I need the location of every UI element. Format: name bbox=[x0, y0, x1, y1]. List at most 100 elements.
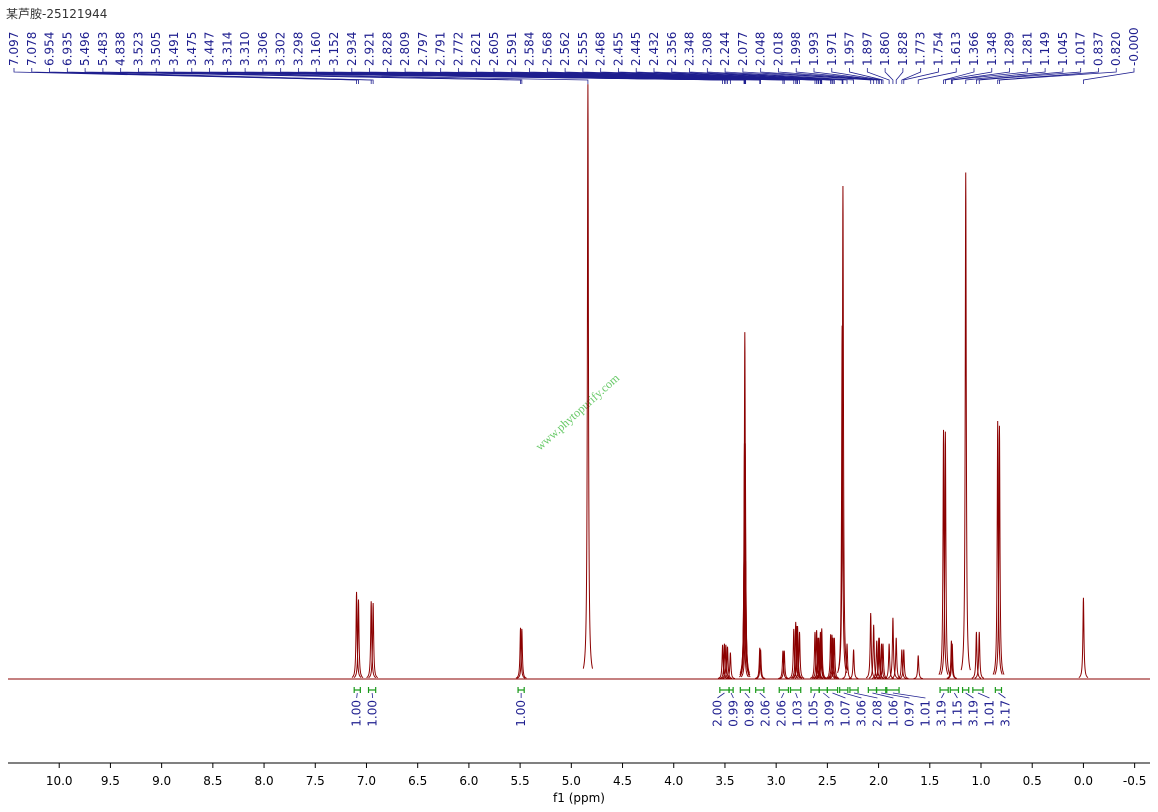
shift-label: 3.475 bbox=[185, 32, 199, 66]
shift-label: 5.496 bbox=[78, 32, 92, 66]
shift-label: 0.837 bbox=[1091, 32, 1105, 66]
integral-leader bbox=[872, 692, 894, 699]
x-tick-label: 7.5 bbox=[306, 774, 325, 788]
x-tick-label: 1.5 bbox=[920, 774, 939, 788]
integral-label: 1.00 bbox=[350, 700, 364, 727]
x-tick-label: 0.0 bbox=[1074, 774, 1093, 788]
integral-leader bbox=[998, 692, 1006, 699]
shift-leader bbox=[951, 68, 1028, 84]
shift-leader bbox=[975, 68, 1064, 84]
peak bbox=[874, 637, 885, 679]
shift-label: 3.523 bbox=[131, 32, 145, 66]
shift-label: 2.772 bbox=[451, 32, 465, 66]
shift-leader bbox=[813, 68, 880, 84]
shift-label: 2.828 bbox=[380, 32, 394, 66]
integral-range bbox=[867, 687, 878, 693]
shift-leader bbox=[689, 68, 844, 84]
shift-label: 1.613 bbox=[949, 32, 963, 66]
integral-leader bbox=[832, 692, 846, 699]
shift-label: 1.348 bbox=[985, 32, 999, 66]
shift-label: 6.935 bbox=[60, 32, 74, 66]
integral-leader bbox=[977, 692, 990, 699]
shift-leader bbox=[903, 68, 939, 84]
integral-label: 1.00 bbox=[366, 700, 380, 727]
integral-label: 3.09 bbox=[822, 700, 836, 727]
peak bbox=[971, 631, 982, 679]
peak bbox=[717, 644, 728, 679]
shift-leader bbox=[951, 68, 1010, 84]
integral-label: 1.03 bbox=[790, 700, 804, 727]
shift-label: 2.934 bbox=[345, 32, 359, 66]
integral-label: 2.06 bbox=[758, 700, 772, 727]
integral-leader bbox=[759, 692, 766, 699]
peak bbox=[994, 425, 1005, 675]
shift-label: 3.306 bbox=[256, 32, 270, 66]
integral-label: 1.00 bbox=[514, 700, 528, 727]
shift-label: 7.078 bbox=[25, 32, 39, 66]
integral-range bbox=[839, 687, 849, 693]
shift-leader bbox=[653, 68, 835, 84]
x-tick-label: 2.0 bbox=[869, 774, 888, 788]
shift-label: 1.281 bbox=[1020, 32, 1034, 66]
integral-label: 1.15 bbox=[950, 700, 964, 727]
integral-leader bbox=[813, 692, 816, 699]
shift-label: 2.621 bbox=[469, 32, 483, 66]
shift-leader bbox=[760, 68, 875, 84]
peak bbox=[721, 644, 731, 679]
x-tick-label: 10.0 bbox=[46, 774, 73, 788]
peak bbox=[515, 627, 526, 679]
integral-range bbox=[739, 687, 751, 693]
peak bbox=[827, 634, 837, 679]
integral-leader bbox=[730, 692, 734, 699]
shift-leader bbox=[849, 68, 884, 84]
integral-leader bbox=[843, 692, 862, 699]
shift-leader bbox=[943, 68, 975, 84]
peak bbox=[848, 649, 859, 679]
integral-leader bbox=[356, 692, 358, 699]
shift-label: 3.505 bbox=[149, 32, 163, 66]
x-tick-label: 3.5 bbox=[715, 774, 734, 788]
x-tick-label: 7.0 bbox=[357, 774, 376, 788]
integral-label: 0.97 bbox=[902, 700, 916, 727]
shift-leader bbox=[831, 68, 882, 84]
shift-label: 2.244 bbox=[718, 32, 732, 66]
shift-label: 2.445 bbox=[629, 32, 643, 66]
integral-label: 1.01 bbox=[918, 700, 932, 727]
integral-range bbox=[949, 687, 960, 693]
x-tick-label: 9.5 bbox=[101, 774, 120, 788]
shift-label: 3.447 bbox=[203, 32, 217, 66]
shift-label: 1.754 bbox=[931, 32, 945, 66]
integral-label: 1.07 bbox=[838, 700, 852, 727]
integral-leader bbox=[744, 692, 750, 699]
peak bbox=[351, 591, 362, 678]
peak bbox=[825, 634, 836, 679]
shift-leader bbox=[917, 68, 957, 84]
shift-label: 3.298 bbox=[291, 32, 305, 66]
x-tick-label: 0.5 bbox=[1023, 774, 1042, 788]
integral-label: 0.99 bbox=[726, 700, 740, 727]
integral-range bbox=[353, 687, 361, 693]
peak bbox=[794, 631, 805, 679]
peak bbox=[865, 613, 876, 679]
shift-leader bbox=[978, 68, 1082, 84]
peak bbox=[816, 628, 827, 679]
peak bbox=[888, 617, 898, 679]
x-tick-label: 6.5 bbox=[408, 774, 427, 788]
shift-leader bbox=[997, 68, 1099, 84]
shift-label: 2.562 bbox=[558, 32, 572, 66]
peak bbox=[940, 431, 951, 675]
shift-label: 2.809 bbox=[398, 32, 412, 66]
shift-label: 5.483 bbox=[96, 32, 110, 66]
x-tick-label: -0.5 bbox=[1123, 774, 1146, 788]
shift-label: 7.097 bbox=[7, 32, 21, 66]
shift-leader bbox=[582, 68, 823, 84]
integral-range bbox=[972, 687, 984, 693]
shift-label: 3.491 bbox=[167, 32, 181, 66]
shift-leader bbox=[944, 68, 993, 84]
integral-range bbox=[939, 687, 949, 693]
peak bbox=[778, 650, 788, 679]
integral-range bbox=[818, 687, 828, 693]
peak bbox=[740, 561, 751, 678]
integral-range bbox=[755, 687, 765, 693]
integral-label: 3.06 bbox=[854, 700, 868, 727]
